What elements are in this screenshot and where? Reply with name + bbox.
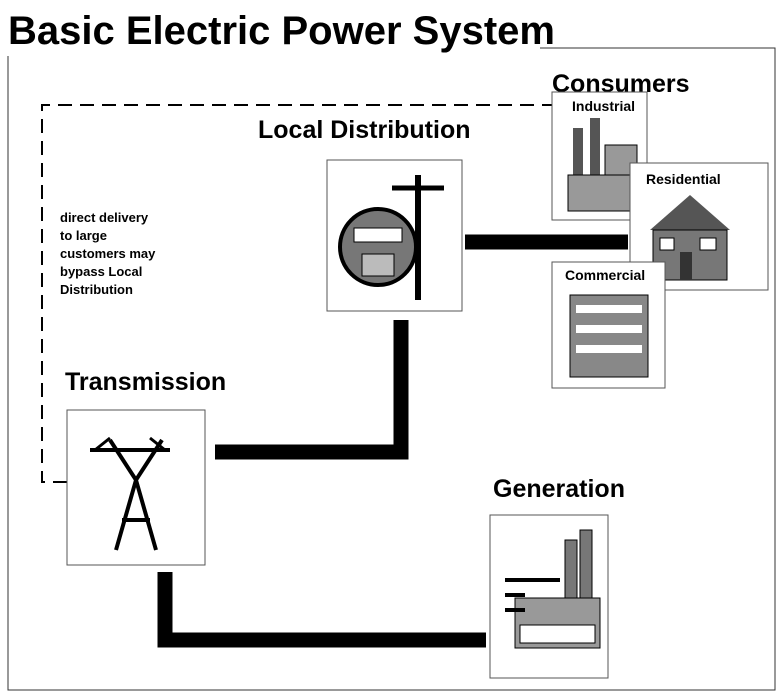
node-label: Transmission bbox=[65, 368, 226, 396]
note: direct delivery to large customers may b… bbox=[60, 210, 156, 297]
wires bbox=[157, 234, 628, 648]
commercial-icon: Commercial bbox=[551, 261, 666, 389]
wire bbox=[157, 572, 486, 648]
factory-icon bbox=[489, 514, 609, 679]
title: Basic Electric Power System bbox=[8, 9, 555, 53]
wire bbox=[215, 320, 409, 460]
consumer-label: Residential bbox=[646, 171, 721, 187]
note-line: to large bbox=[60, 228, 107, 243]
node-label: Local Distribution bbox=[258, 116, 471, 144]
note-line: customers may bbox=[60, 246, 156, 261]
meter-icon bbox=[326, 159, 463, 312]
consumer-label: Commercial bbox=[565, 267, 645, 283]
bypass-line bbox=[41, 104, 565, 483]
note-line: Distribution bbox=[60, 282, 133, 297]
note-line: bypass Local bbox=[60, 264, 142, 279]
title-bg bbox=[0, 0, 540, 56]
note-line: direct delivery bbox=[60, 210, 149, 225]
tower-icon bbox=[66, 409, 206, 566]
node-label: Generation bbox=[493, 475, 625, 503]
consumer-label: Industrial bbox=[572, 98, 635, 114]
